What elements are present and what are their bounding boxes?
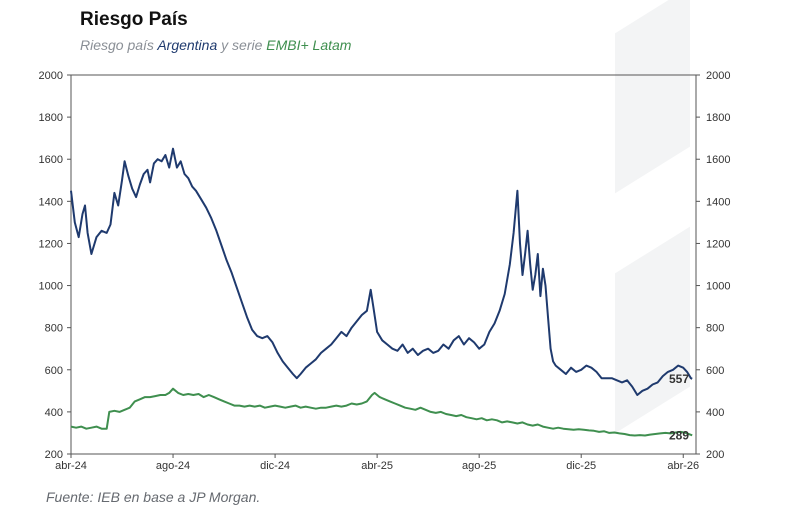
source-note: Fuente: IEB en base a JP Morgan.: [46, 489, 261, 505]
x-tick-label: dic-25: [566, 460, 596, 472]
y-tick-label-left: 400: [45, 407, 63, 419]
y-tick-label-right: 2000: [706, 70, 730, 82]
y-tick-label-left: 1600: [39, 154, 63, 166]
x-tick-label: dic-24: [260, 460, 290, 472]
y-tick-label-left: 2000: [39, 70, 63, 82]
y-tick-label-right: 1600: [706, 154, 730, 166]
y-tick-label-right: 1400: [706, 196, 730, 208]
y-tick-label-right: 800: [706, 323, 724, 335]
y-tick-label-right: 400: [706, 407, 724, 419]
argentina-line: [70, 147, 693, 396]
y-tick-label-left: 1800: [39, 112, 63, 124]
y-tick-label-left: 1000: [39, 281, 63, 293]
chart-title: Riesgo País: [80, 9, 188, 30]
x-tick-label: ago-24: [156, 460, 190, 472]
subtitle-text: Riesgo país: [80, 37, 158, 53]
argentina-end-label: 557: [669, 372, 689, 386]
y-tick-label-left: 1200: [39, 238, 63, 250]
y-tick-label-right: 1000: [706, 281, 730, 293]
x-tick-label: ago-25: [462, 460, 496, 472]
y-tick-label-right: 600: [706, 365, 724, 377]
y-tick-label-right: 200: [706, 449, 724, 461]
subtitle-embi: EMBI+ Latam: [266, 37, 352, 53]
x-tick-label: abr-25: [361, 460, 393, 472]
y-tick-label-left: 1400: [39, 196, 63, 208]
y-tick-label-left: 200: [45, 449, 63, 461]
subtitle-text: y serie: [217, 37, 267, 53]
subtitle-argentina: Argentina: [157, 37, 218, 53]
y-tick-label-right: 1200: [706, 238, 730, 250]
y-tick-label-right: 1800: [706, 112, 730, 124]
x-tick-label: abr-24: [55, 460, 87, 472]
embi-line: [70, 387, 693, 437]
x-tick-label: abr-26: [667, 460, 699, 472]
y-tick-label-left: 800: [45, 323, 63, 335]
chart-subtitle: Riesgo país Argentina y serie EMBI+ Lata…: [80, 37, 351, 53]
y-tick-label-left: 600: [45, 365, 63, 377]
plot-frame: [70, 74, 697, 455]
embi-end-label: 289: [669, 428, 689, 442]
